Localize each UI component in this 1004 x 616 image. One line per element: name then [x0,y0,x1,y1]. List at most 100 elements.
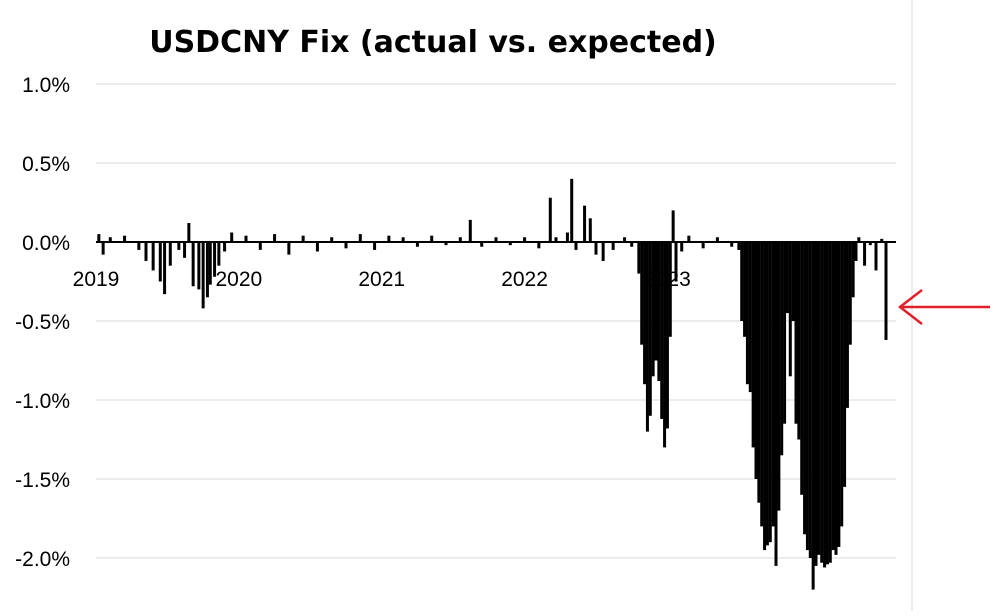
bar [757,242,761,503]
x-axis-ticks: 2019 2020 2021 2022 2023 [73,268,691,291]
bar [657,242,661,382]
bar [601,242,605,261]
bar [665,242,669,429]
y-tick-label: -1.5% [15,469,70,492]
bar [825,242,829,565]
bar [783,242,787,424]
bar [494,237,498,242]
bar [197,242,201,290]
bar [611,242,615,250]
bar [880,238,884,242]
bar [458,237,462,242]
bar [415,242,419,247]
bar [191,242,195,287]
bar [287,242,291,255]
bar [373,242,377,250]
bar [330,237,334,242]
bar [480,242,484,247]
bar [213,242,217,277]
bar [780,242,784,456]
bar [177,242,181,250]
bar-series [97,178,888,590]
bar [863,242,867,266]
bar [144,242,148,261]
bar [760,242,764,527]
y-tick-label: -2.0% [15,548,70,571]
bar [817,242,821,555]
y-axis-ticks: 1.0% 0.5% 0.0% -0.5% -1.0% -1.5% -2.0% [15,74,70,571]
bar [187,223,191,242]
bar [768,242,772,543]
bar [797,242,801,440]
bar [648,242,652,416]
bar [848,242,852,345]
bar [811,242,815,590]
bar [745,242,749,385]
bar [868,242,872,246]
y-tick-label: 0.5% [22,153,70,176]
bar [640,242,644,345]
bar [508,242,512,246]
bar [805,242,809,551]
bar [273,234,277,242]
y-tick-label: -1.0% [15,390,70,413]
bar [814,242,818,566]
bar [537,242,541,249]
bar [444,242,448,246]
bar [794,242,798,424]
bar [645,242,649,432]
bar [548,197,552,242]
bar [258,242,262,250]
bar [137,242,141,250]
bar [808,242,812,558]
bar [217,242,221,266]
bar [803,242,807,535]
x-tick-label: 2022 [501,268,548,291]
bar [788,242,792,377]
bar [201,242,205,309]
bar [740,242,744,321]
chart-title: USDCNY Fix (actual vs. expected) [149,25,717,60]
x-tick-label: 2021 [358,268,405,291]
bar [163,242,167,295]
bar [158,242,162,282]
x-tick-label: 2020 [215,268,262,291]
bar [754,242,758,479]
bar [674,242,678,282]
bar [765,242,769,546]
bar [183,242,187,258]
bar [843,242,847,487]
bar [687,235,691,242]
x-tick-label: 2019 [73,268,120,291]
bar [831,242,835,551]
bar [671,210,675,242]
bar [583,205,587,242]
bar [401,237,405,242]
bar [763,242,767,551]
bar [840,242,844,527]
bar [594,242,598,255]
bar [837,242,841,547]
bar [358,234,362,242]
bar [771,242,775,527]
bar [387,235,391,242]
bar [123,235,127,242]
bar [748,242,752,393]
bar [820,242,824,563]
bar [630,242,634,247]
bar [208,242,212,285]
bar [637,242,641,274]
bar [623,237,627,242]
bar [834,242,838,555]
bar [643,242,647,385]
bar [151,242,155,271]
bar [588,218,592,242]
bar [791,242,795,321]
bar [554,237,558,242]
bar [301,235,305,242]
bar [574,242,578,250]
bar [205,242,209,298]
bar [854,242,858,261]
bar [737,242,741,250]
